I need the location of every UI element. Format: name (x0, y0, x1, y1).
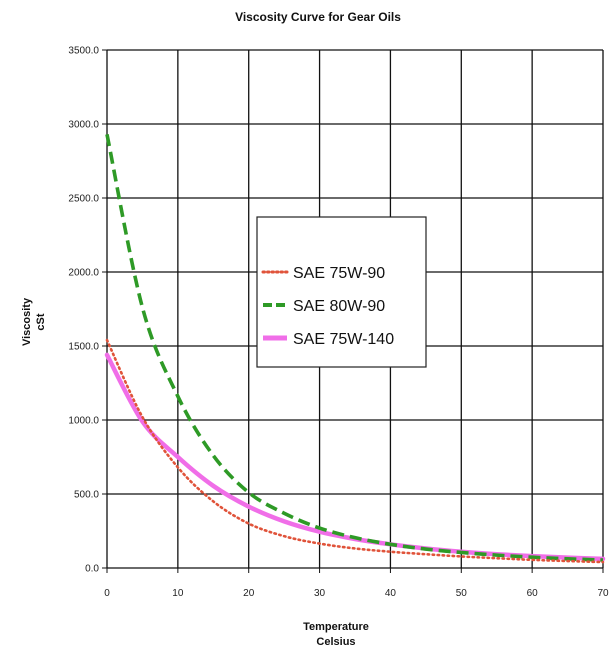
y-tick-label: 3500.0 (68, 46, 99, 57)
y-tick-label: 500.0 (74, 490, 99, 501)
y-tick-label: 1500.0 (68, 342, 99, 353)
x-tick-label: 30 (314, 588, 326, 599)
legend-label-sae-75w-140: SAE 75W-140 (293, 331, 394, 348)
x-tick-label: 20 (243, 588, 255, 599)
series-lines (104, 133, 606, 564)
x-tick-label: 60 (527, 588, 539, 599)
y-axis-ticks: 0.0 500.0 1000.0 1500.0 2000.0 2500.0 3000.0 35… (68, 46, 107, 575)
x-tick-label: 70 (597, 588, 609, 599)
y-tick-label: 2000.0 (68, 268, 99, 279)
legend-box (256, 216, 427, 368)
y-tick-label: 3000.0 (68, 120, 99, 131)
legend-label-sae-75w-90: SAE 75W-90 (293, 265, 385, 282)
x-tick-label: 40 (385, 588, 397, 599)
x-tick-label: 10 (172, 588, 184, 599)
y-tick-label: 2500.0 (68, 194, 99, 205)
x-axis-label-line1: Temperature (303, 621, 369, 633)
x-tick-label: 50 (456, 588, 468, 599)
legend: SAE 75W-90 SAE 80W-90 SAE 75W-140 (256, 216, 427, 368)
series-line-sae-80w-90 (105, 133, 604, 562)
y-axis-label-line1: Viscosity (21, 297, 33, 346)
y-axis-label-line2: cSt (35, 313, 47, 330)
series-line-sae-75w-90 (105, 338, 605, 564)
y-tick-label: 0.0 (85, 564, 99, 575)
x-axis-label-line2: Celsius (316, 636, 355, 648)
x-tick-label: 0 (104, 588, 110, 599)
x-axis-ticks: 0 10 20 30 40 50 60 70 (104, 568, 609, 599)
series-line-sae-75w-140 (104, 352, 606, 562)
legend-label-sae-80w-90: SAE 80W-90 (293, 298, 385, 315)
y-tick-label: 1000.0 (68, 416, 99, 427)
chart-title: Viscosity Curve for Gear Oils (235, 10, 401, 24)
